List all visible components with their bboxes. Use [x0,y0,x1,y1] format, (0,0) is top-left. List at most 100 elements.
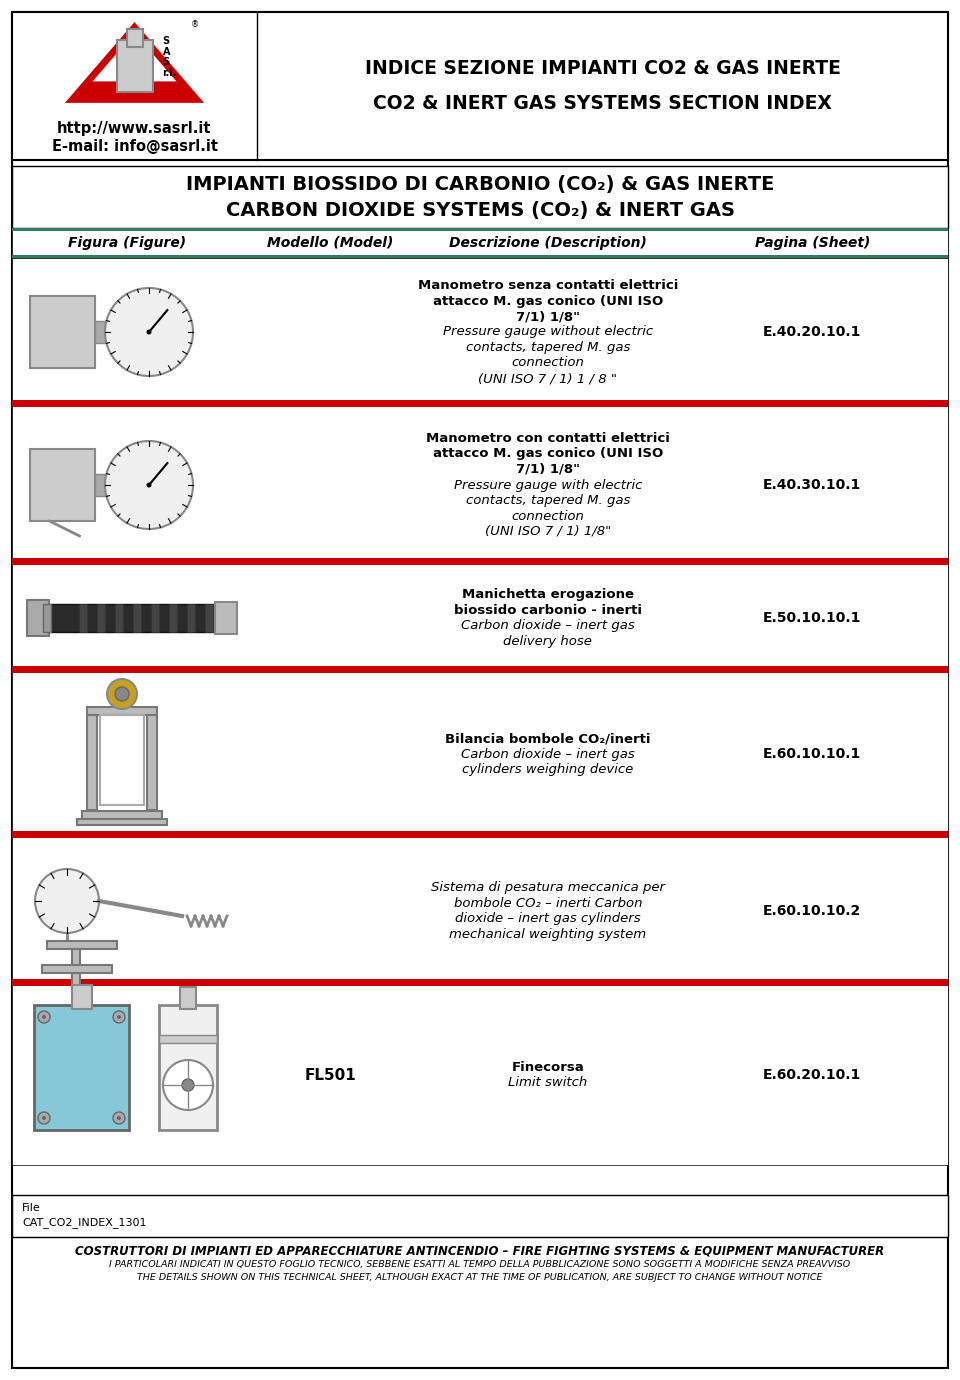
Bar [97,604,105,632]
Circle shape [147,330,152,334]
Bar [12,1195,948,1236]
Text: CARBON DIOXIDE SYSTEMS (CO₂) & INERT GAS: CARBON DIOXIDE SYSTEMS (CO₂) & INERT GAS [226,201,734,221]
Bar [95,322,105,342]
Text: E.40.20.10.1: E.40.20.10.1 [763,326,861,339]
Bar [215,602,237,633]
Bar [100,715,144,805]
Text: Manichetta erogazione: Manichetta erogazione [462,588,634,602]
Text: Pressure gauge without electric: Pressure gauge without electric [443,326,653,338]
Bar [205,604,213,632]
Bar [72,949,80,1032]
Text: Carbon dioxide – inert gas: Carbon dioxide – inert gas [461,748,635,760]
Text: dioxide – inert gas cylinders: dioxide – inert gas cylinders [455,912,640,925]
Circle shape [147,483,152,487]
Circle shape [107,679,137,709]
Bar [127,29,142,47]
Bar [169,604,177,632]
Circle shape [113,1012,125,1023]
Text: http://www.sasrl.it: http://www.sasrl.it [58,120,212,135]
Bar [12,831,948,838]
Text: (UNI ISO 7 / 1) 1 / 8 ": (UNI ISO 7 / 1) 1 / 8 " [478,373,617,385]
Text: bombole CO₂ – inerti Carbon: bombole CO₂ – inerti Carbon [454,897,642,909]
Text: S
A
S
r.l.: S A S r.l. [162,36,177,79]
Bar [187,604,195,632]
Bar [49,604,215,632]
Bar [30,448,95,522]
Bar [77,818,167,825]
Text: CO2 & INERT GAS SYSTEMS SECTION INDEX: CO2 & INERT GAS SYSTEMS SECTION INDEX [373,94,832,113]
Circle shape [105,288,193,375]
Text: E.40.30.10.1: E.40.30.10.1 [763,477,861,493]
Circle shape [115,687,129,701]
Bar [42,965,112,973]
Bar [12,667,948,673]
Text: 7/1) 1/8": 7/1) 1/8" [516,310,580,323]
Bar [95,475,105,495]
Bar [151,604,159,632]
Text: connection: connection [512,509,585,523]
Bar [12,258,948,406]
Bar [12,12,948,160]
Circle shape [42,1116,46,1121]
Text: Manometro con contatti elettrici: Manometro con contatti elettrici [426,432,670,444]
Circle shape [117,1016,121,1018]
Text: E.60.20.10.1: E.60.20.10.1 [763,1068,861,1082]
Bar [115,604,123,632]
Text: cylinders weighing device: cylinders weighing device [462,763,634,777]
Text: contacts, tapered M. gas: contacts, tapered M. gas [466,341,630,355]
Polygon shape [73,81,197,99]
Circle shape [182,1079,194,1092]
Bar [43,604,51,632]
Text: Modello (Model): Modello (Model) [267,236,394,250]
Text: Finecorsa: Finecorsa [512,1061,585,1074]
Text: CAT_CO2_INDEX_1301: CAT_CO2_INDEX_1301 [22,1217,147,1228]
Bar [12,985,948,1165]
Text: E-mail: info@sasrl.it: E-mail: info@sasrl.it [52,138,218,153]
Bar [133,604,141,632]
Text: delivery hose: delivery hose [503,635,592,647]
Circle shape [105,442,193,529]
Text: attacco M. gas conico (UNI ISO: attacco M. gas conico (UNI ISO [433,447,663,461]
Text: I PARTICOLARI INDICATI IN QUESTO FOGLIO TECNICO, SEBBENE ESATTI AL TEMPO DELLA P: I PARTICOLARI INDICATI IN QUESTO FOGLIO … [109,1260,851,1270]
Text: E.60.10.10.1: E.60.10.10.1 [763,748,861,762]
Text: Bilancia bombole CO₂/inerti: Bilancia bombole CO₂/inerti [445,733,651,745]
Bar [12,255,948,258]
Circle shape [35,869,99,933]
Bar [180,987,196,1009]
Text: THE DETAILS SHOWN ON THIS TECHNICAL SHEET, ALTHOUGH EXACT AT THE TIME OF PUBLICA: THE DETAILS SHOWN ON THIS TECHNICAL SHEE… [137,1272,823,1282]
Bar [12,228,948,230]
Bar [87,707,157,715]
Bar [82,811,162,821]
Bar [12,400,948,407]
Circle shape [163,1060,213,1110]
Bar [12,672,948,838]
Circle shape [38,1112,50,1123]
Text: INDICE SEZIONE IMPIANTI CO2 & GAS INERTE: INDICE SEZIONE IMPIANTI CO2 & GAS INERTE [365,59,840,77]
Circle shape [38,1012,50,1023]
Text: mechanical weighting system: mechanical weighting system [449,927,646,941]
Text: Descrizione (Description): Descrizione (Description) [449,236,647,250]
Bar [34,1005,129,1130]
Bar [87,715,97,810]
Text: ®: ® [190,19,199,29]
Text: (UNI ISO 7 / 1) 1/8": (UNI ISO 7 / 1) 1/8" [485,524,611,538]
Bar [147,715,157,810]
Bar [12,166,948,228]
Text: Sistema di pesatura meccanica per: Sistema di pesatura meccanica per [431,882,665,894]
Text: E.50.10.10.1: E.50.10.10.1 [763,611,861,625]
Text: Limit switch: Limit switch [508,1076,588,1089]
Bar [12,978,948,985]
Bar [12,406,948,564]
Text: IMPIANTI BIOSSIDO DI CARBONIO (CO₂) & GAS INERTE: IMPIANTI BIOSSIDO DI CARBONIO (CO₂) & GA… [186,175,774,195]
Bar [159,1005,217,1130]
Text: COSTRUTTORI DI IMPIANTI ED APPARECCHIATURE ANTINCENDIO – FIRE FIGHTING SYSTEMS &: COSTRUTTORI DI IMPIANTI ED APPARECCHIATU… [76,1245,884,1257]
Bar [159,1035,217,1043]
Bar [12,564,948,672]
Bar [116,40,153,91]
Circle shape [113,1112,125,1123]
Bar [30,295,95,368]
Text: Manometro senza contatti elettrici: Manometro senza contatti elettrici [418,279,678,293]
Bar [12,558,948,564]
Text: FL501: FL501 [304,1068,356,1082]
Text: File: File [22,1203,40,1213]
